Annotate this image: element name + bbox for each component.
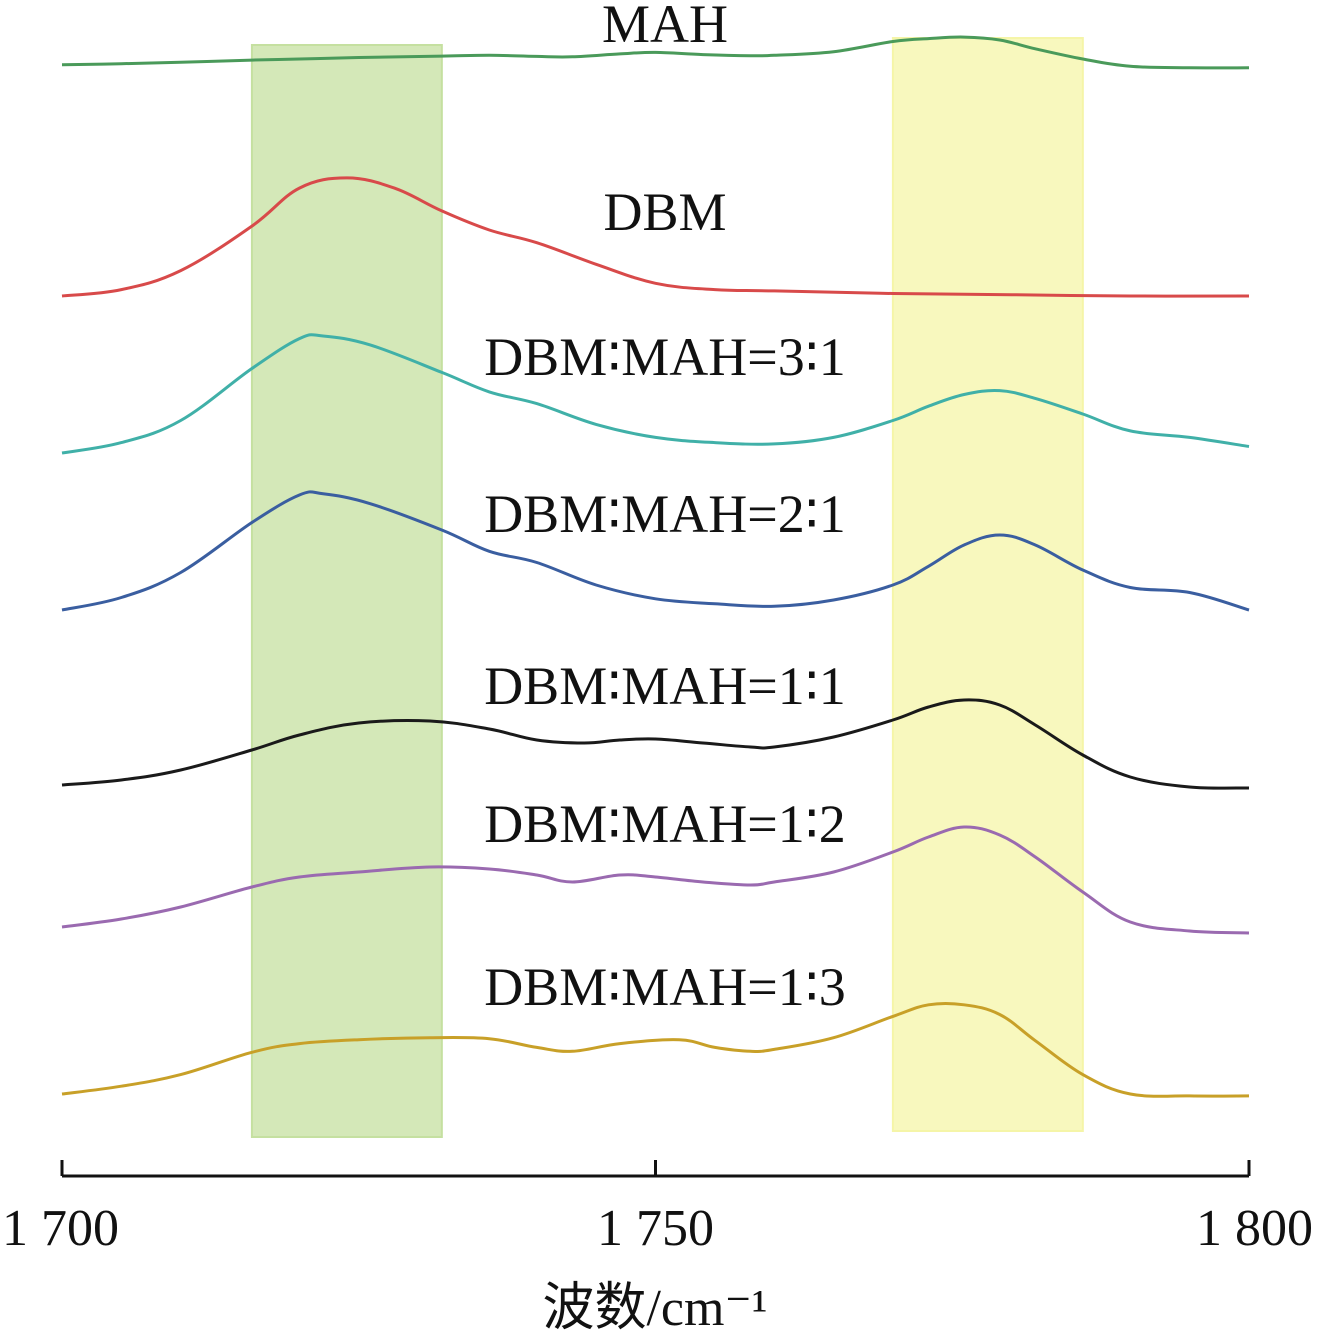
series-label-7: DBM∶MAH=1∶3 [484, 957, 846, 1017]
series-line-5 [61, 698, 1250, 790]
series-line-1 [61, 35, 1250, 70]
series-line-3 [61, 333, 1250, 455]
highlight-band-2 [891, 37, 1084, 1132]
highlight-bands [250, 37, 1084, 1138]
series-line-6 [61, 825, 1250, 935]
series-label-4: DBM∶MAH=2∶1 [484, 484, 846, 544]
x-tick-label-1: 1 700 [2, 1200, 119, 1257]
series-label-3: DBM∶MAH=3∶1 [484, 327, 846, 387]
curve-labels: MAH DBM DBM∶MAH=3∶1 DBM∶MAH=2∶1 DBM∶MAH=1∶1 D… [484, 0, 846, 1017]
highlight-band-1 [250, 44, 443, 1138]
series-line-7 [61, 1001, 1250, 1098]
series-label-6: DBM∶MAH=1∶2 [484, 794, 846, 854]
series-line-4 [61, 490, 1250, 612]
spectrum-curves [61, 35, 1250, 1098]
series-line-2 [61, 176, 1250, 298]
x-axis-ticks: 1 700 1 750 1 800 [2, 1160, 1313, 1257]
x-axis-title: 波数/cm⁻¹ [542, 1280, 767, 1337]
x-tick-label-3: 1 800 [1196, 1200, 1313, 1257]
series-label-1: MAH [602, 0, 728, 54]
series-label-2: DBM [603, 182, 726, 242]
x-tick-label-2: 1 750 [597, 1200, 714, 1257]
series-label-5: DBM∶MAH=1∶1 [484, 656, 846, 716]
